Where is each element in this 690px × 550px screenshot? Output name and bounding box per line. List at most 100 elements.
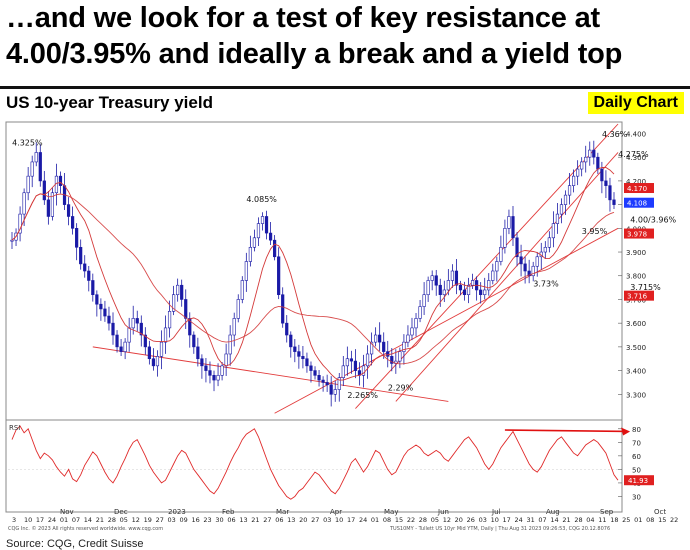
y-tick-label: 3.400 xyxy=(626,368,646,376)
rsi-panel xyxy=(5,419,623,513)
candle-body xyxy=(277,256,281,296)
candle-body xyxy=(438,284,442,296)
x-tick-label: 25 xyxy=(622,516,630,524)
x-tick-label: 3 xyxy=(12,516,16,524)
candle-body xyxy=(220,365,224,376)
rsi-tick-label: 60 xyxy=(632,453,641,461)
price-tag-label: 3.716 xyxy=(627,293,648,301)
x-tick-label: 21 xyxy=(96,516,104,524)
candle-body xyxy=(414,318,418,329)
cqg-footer: CQG Inc. © 2023 All rights reserved worl… xyxy=(8,525,163,532)
candle-body xyxy=(499,246,503,262)
candle-body xyxy=(434,275,438,286)
candle-body xyxy=(576,168,580,177)
candle-body xyxy=(479,289,483,296)
x-tick-label: 22 xyxy=(670,516,678,524)
x-tick-label: 12 xyxy=(132,516,140,524)
candle-body xyxy=(256,223,261,239)
x-tick-label: 07 xyxy=(72,516,80,524)
rsi-tick-label: 70 xyxy=(632,439,641,447)
candle-body xyxy=(527,270,531,277)
candle-body xyxy=(212,375,216,381)
candle-body xyxy=(252,237,257,248)
candle-body xyxy=(289,334,293,348)
candle-body xyxy=(58,175,63,186)
price-tag-label: 4.170 xyxy=(627,185,647,193)
x-tick-label: 20 xyxy=(455,516,463,524)
y-tick-label: 4.400 xyxy=(626,130,646,138)
candle-body xyxy=(115,334,119,348)
x-tick-label: 11 xyxy=(598,516,606,524)
candle-body xyxy=(519,256,523,265)
candle-body xyxy=(386,351,390,357)
candle-body xyxy=(580,161,584,170)
candle-body xyxy=(503,228,507,248)
y-tick-label: 3.500 xyxy=(626,344,646,352)
candle-body xyxy=(543,246,547,253)
annotation-label: 4.00/3.96% xyxy=(630,215,676,224)
candle-body xyxy=(172,294,176,312)
x-tick-label: 05 xyxy=(431,516,439,524)
candle-body xyxy=(305,358,309,367)
annotation-label: 4.085% xyxy=(246,195,277,204)
candle-body xyxy=(337,377,341,390)
candle-body xyxy=(224,353,228,367)
candle-body xyxy=(216,375,220,381)
headline: …and we look for a test of key resistanc… xyxy=(6,0,690,72)
x-tick-label: 03 xyxy=(479,516,487,524)
x-tick-label: 27 xyxy=(156,516,164,524)
x-tick-label: 28 xyxy=(108,516,116,524)
x-month-label: Jul xyxy=(491,508,501,516)
candle-body xyxy=(491,270,495,281)
candle-body xyxy=(374,334,378,343)
candle-body xyxy=(596,156,600,170)
x-month-label: Dec xyxy=(114,508,128,516)
x-tick-label: 24 xyxy=(359,516,367,524)
candle-body xyxy=(466,284,471,296)
candle-body xyxy=(418,306,422,319)
rsi-tick-label: 80 xyxy=(632,426,641,434)
candle-body xyxy=(398,351,402,362)
candle-body xyxy=(563,194,568,205)
y-tick-label: 3.900 xyxy=(626,249,646,257)
candle-body xyxy=(281,294,285,324)
candle-body xyxy=(95,294,99,305)
candle-body xyxy=(147,346,151,360)
candle-body xyxy=(567,185,572,196)
candle-body xyxy=(361,365,366,376)
candle-body xyxy=(483,289,487,296)
candle-body xyxy=(66,204,71,217)
candle-body xyxy=(38,152,42,182)
x-tick-label: 28 xyxy=(419,516,427,524)
candle-body xyxy=(442,289,446,296)
x-tick-label: 21 xyxy=(251,516,259,524)
x-tick-label: 09 xyxy=(180,516,188,524)
price-tag xyxy=(624,228,654,239)
candle-body xyxy=(555,213,560,224)
candle-body xyxy=(531,265,535,277)
price-tag xyxy=(624,290,654,301)
annotation-label: 4.325% xyxy=(12,138,43,147)
candle-body xyxy=(18,213,22,234)
yield-chart: 80706050403041.93 4.4004.3004.2004.1004.… xyxy=(5,121,678,532)
candle-body xyxy=(46,199,50,217)
candle-body xyxy=(273,239,277,258)
candle-body xyxy=(200,358,204,367)
x-tick-label: 08 xyxy=(383,516,391,524)
candle-body xyxy=(155,356,160,367)
candle-body xyxy=(204,365,208,371)
candle-body xyxy=(450,270,454,281)
x-tick-label: 18 xyxy=(610,516,618,524)
x-tick-label: 01 xyxy=(60,516,68,524)
rsi-label: RSI xyxy=(9,424,20,432)
candle-body xyxy=(260,216,265,224)
candle-body xyxy=(551,223,555,239)
y-tick-label: 3.300 xyxy=(626,391,646,399)
candle-body xyxy=(446,280,450,291)
candle-body xyxy=(458,284,463,291)
x-tick-label: 28 xyxy=(574,516,582,524)
candle-body xyxy=(91,280,95,296)
candle-body xyxy=(26,175,30,194)
ma-fast-line xyxy=(11,167,615,381)
candle-body xyxy=(592,149,596,158)
